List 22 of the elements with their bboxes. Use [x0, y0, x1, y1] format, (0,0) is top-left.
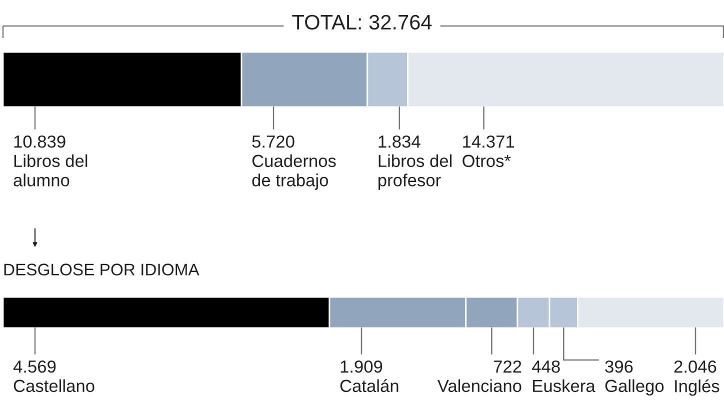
text: Libros del alumno [14, 154, 88, 186]
text: Gallego [605, 379, 664, 396]
text: Inglés [675, 379, 720, 396]
data-label: 14.371 [463, 135, 514, 148]
data-label: 396 [605, 360, 633, 373]
data-label: 722 [494, 360, 522, 373]
data-label: 4.569 [13, 360, 56, 373]
data-label: 5.720 [252, 135, 294, 148]
data-label: 10.839 [14, 135, 66, 148]
data-label: 448 [532, 360, 560, 373]
data-label: 2.046 [674, 360, 716, 373]
chart-title: TOTAL: 32.764 [292, 14, 432, 30]
text: Otros* [462, 154, 511, 168]
data-label: 1.834 [378, 135, 420, 148]
text: Cuadernos de trabajo [252, 154, 336, 190]
text: Valenciano [437, 379, 522, 392]
text: Libros del profesor [378, 154, 452, 190]
text: Castellano [14, 379, 94, 392]
text: Euskera [533, 379, 596, 392]
data-label: 1.909 [340, 360, 382, 373]
text: Catalán [340, 379, 398, 392]
chart-title: DESGLOSE POR IDIOMA [4, 264, 200, 276]
